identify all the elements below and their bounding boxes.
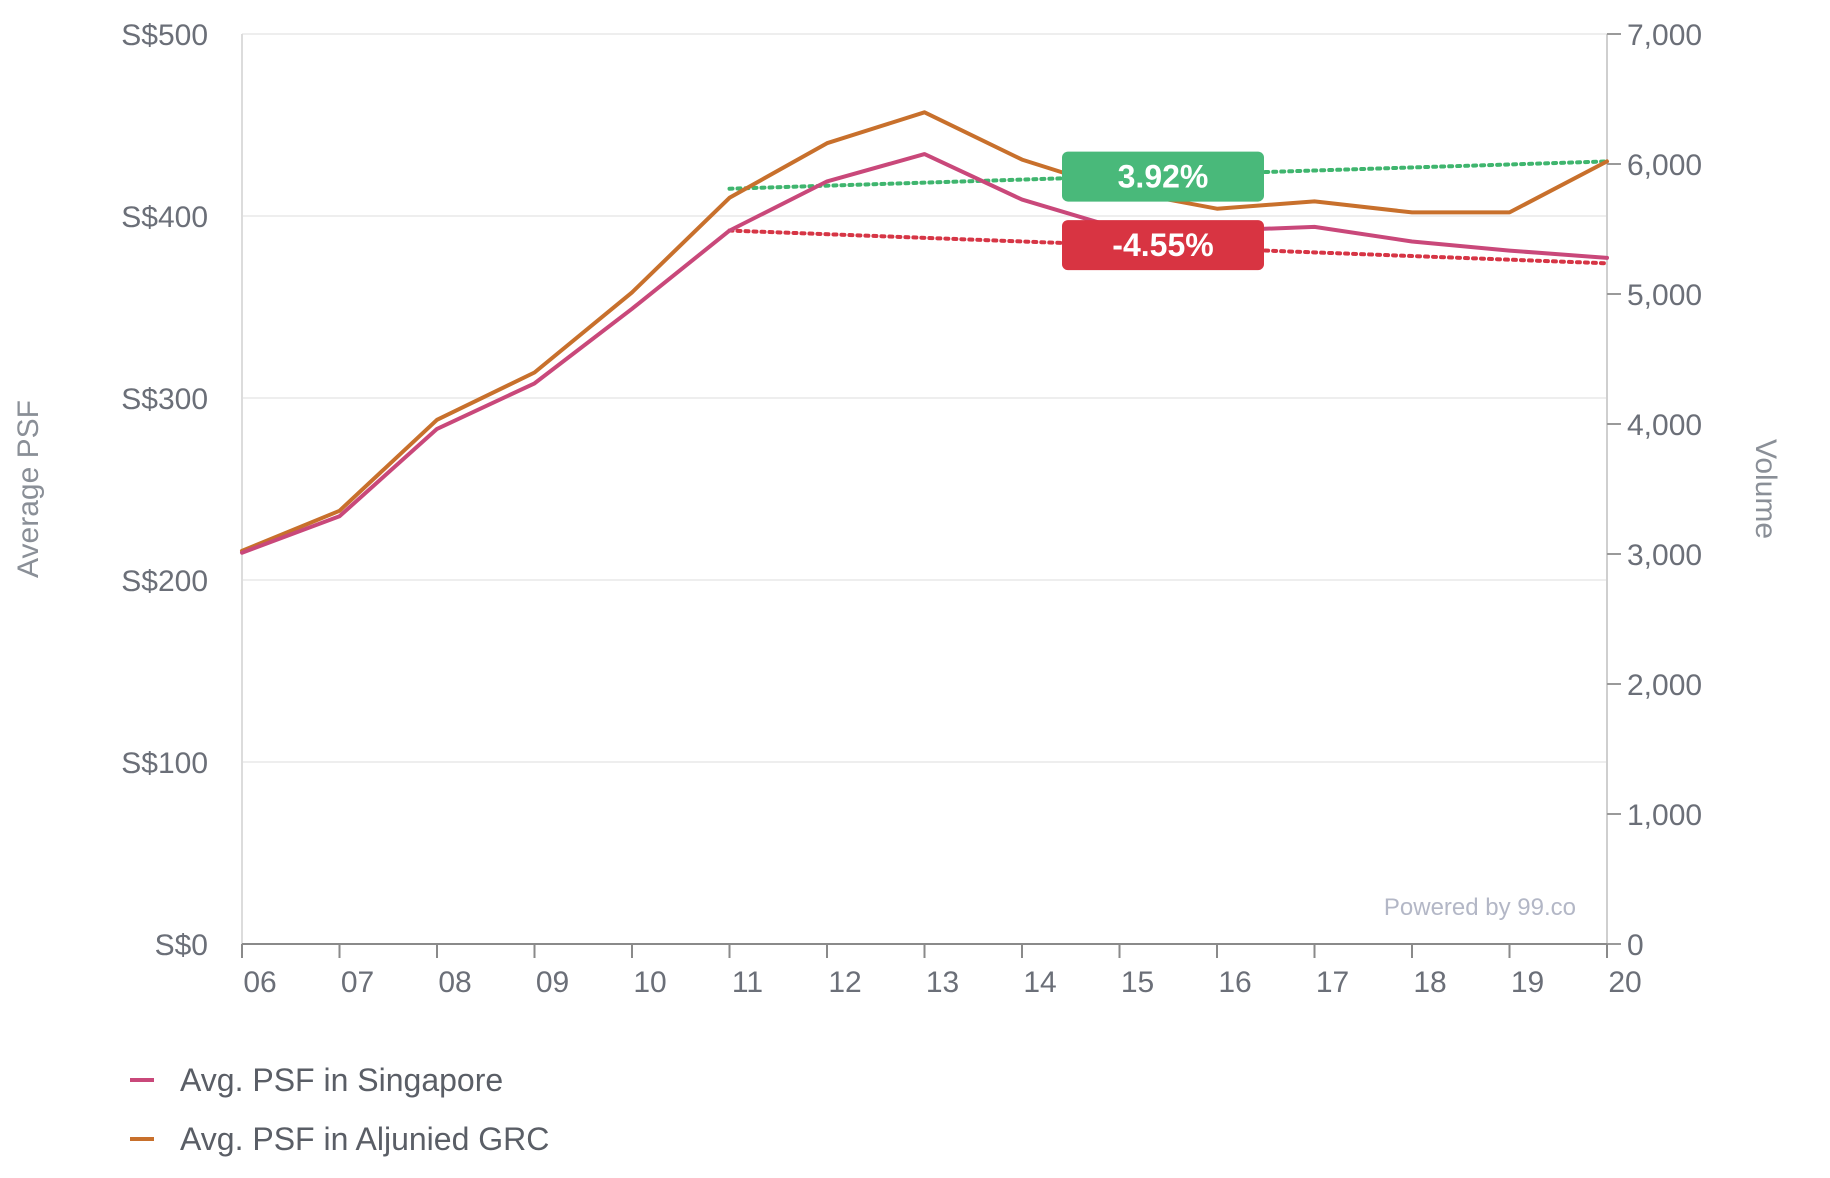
left-y-tick-label: S$500 [121, 19, 208, 52]
trend-badges: 3.92% -4.55% [1062, 151, 1264, 271]
x-tick-label: 09 [536, 966, 569, 999]
right-y-tick-label: 4,000 [1627, 409, 1702, 442]
right-y-tick-label: 1,000 [1627, 799, 1702, 832]
x-tick-label: 19 [1511, 966, 1544, 999]
x-tick-label: 11 [732, 966, 763, 999]
legend-item[interactable]: Avg. PSF in Singapore [130, 1062, 503, 1098]
x-tick-label: 06 [243, 966, 276, 999]
legend-label: Avg. PSF in Aljunied GRC [180, 1121, 549, 1157]
x-tick-label: 16 [1218, 966, 1251, 999]
x-tick-label: 12 [828, 966, 861, 999]
left-y-axis-title: Average PSF [12, 400, 45, 578]
x-tick-label: 08 [438, 966, 471, 999]
trend-badge-label: 3.92% [1118, 159, 1209, 195]
x-tick-label: 17 [1316, 966, 1349, 999]
right-y-axis-title: Volume [1749, 439, 1782, 539]
left-y-tick-label: S$200 [121, 565, 208, 598]
right-y-tick-label: 6,000 [1627, 149, 1702, 182]
right-y-tick-label: 5,000 [1627, 279, 1702, 312]
series-line [240, 152, 1609, 555]
series-line [240, 110, 1609, 553]
legend-item[interactable]: Avg. PSF in Aljunied GRC [130, 1121, 549, 1157]
trend-badge [1062, 220, 1264, 271]
credit-text: Powered by 99.co [1384, 894, 1576, 921]
trend-badge-label: -4.55% [1112, 227, 1213, 263]
left-y-tick-label: S$0 [155, 929, 208, 962]
legend[interactable]: Avg. PSF in Singapore Avg. PSF in Aljunie… [130, 1062, 549, 1157]
left-y-ticks: S$0 S$100 S$200 S$300 S$400 S$500 [121, 19, 208, 962]
x-tick-label: 10 [633, 966, 666, 999]
series-lines [240, 110, 1609, 555]
x-tick-label: 13 [926, 966, 959, 999]
legend-label: Avg. PSF in Singapore [180, 1062, 503, 1098]
right-y-tick-label: 0 [1627, 929, 1644, 962]
left-y-tick-label: S$300 [121, 383, 208, 416]
trend-badge [1062, 151, 1264, 202]
x-tick-label: 18 [1413, 966, 1446, 999]
x-tick-label: 14 [1023, 966, 1056, 999]
axes [241, 34, 1619, 945]
right-y-ticks: 0 1,000 2,000 3,000 4,000 5,000 6,000 7,000 [1607, 19, 1702, 962]
right-y-tick-label: 2,000 [1627, 669, 1702, 702]
left-y-tick-label: S$100 [121, 747, 208, 780]
left-y-tick-label: S$400 [121, 201, 208, 234]
grid-lines [242, 33, 1607, 763]
x-axis-ticks: 06 07 08 09 10 11 12 13 14 15 16 17 18 19 20 [241, 944, 1642, 999]
x-tick-label: 07 [341, 966, 374, 999]
right-y-tick-label: 3,000 [1627, 539, 1702, 572]
right-y-tick-label: 7,000 [1627, 19, 1702, 52]
x-tick-label: 20 [1608, 966, 1641, 999]
x-tick-label: 15 [1121, 966, 1154, 999]
